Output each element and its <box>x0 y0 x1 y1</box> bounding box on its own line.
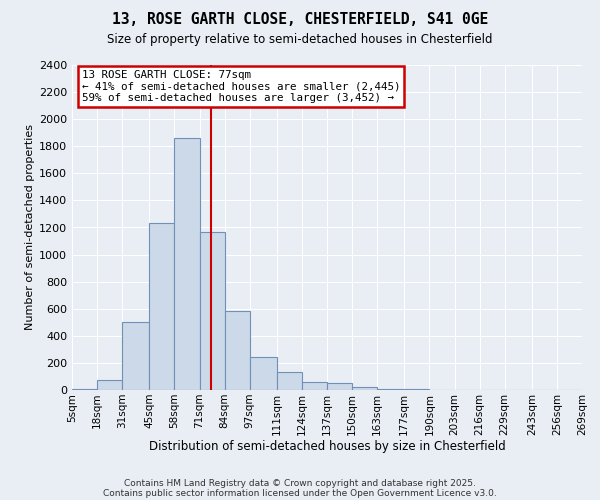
Bar <box>199 232 224 390</box>
Bar <box>352 386 377 390</box>
Bar <box>72 388 97 390</box>
Text: Contains public sector information licensed under the Open Government Licence v3: Contains public sector information licen… <box>103 488 497 498</box>
Bar <box>224 312 250 390</box>
Y-axis label: Number of semi-detached properties: Number of semi-detached properties <box>25 124 35 330</box>
Text: 13 ROSE GARTH CLOSE: 77sqm
← 41% of semi-detached houses are smaller (2,445)
59%: 13 ROSE GARTH CLOSE: 77sqm ← 41% of semi… <box>82 70 401 103</box>
Text: Size of property relative to semi-detached houses in Chesterfield: Size of property relative to semi-detach… <box>107 32 493 46</box>
Bar <box>149 224 175 390</box>
Bar <box>97 380 122 390</box>
Bar <box>277 372 302 390</box>
Bar <box>302 382 327 390</box>
Bar <box>250 357 277 390</box>
Text: 13, ROSE GARTH CLOSE, CHESTERFIELD, S41 0GE: 13, ROSE GARTH CLOSE, CHESTERFIELD, S41 … <box>112 12 488 28</box>
Bar <box>122 322 149 390</box>
Bar <box>377 388 404 390</box>
X-axis label: Distribution of semi-detached houses by size in Chesterfield: Distribution of semi-detached houses by … <box>149 440 505 454</box>
Bar <box>327 383 352 390</box>
Text: Contains HM Land Registry data © Crown copyright and database right 2025.: Contains HM Land Registry data © Crown c… <box>124 478 476 488</box>
Bar <box>404 389 430 390</box>
Bar <box>175 138 199 390</box>
